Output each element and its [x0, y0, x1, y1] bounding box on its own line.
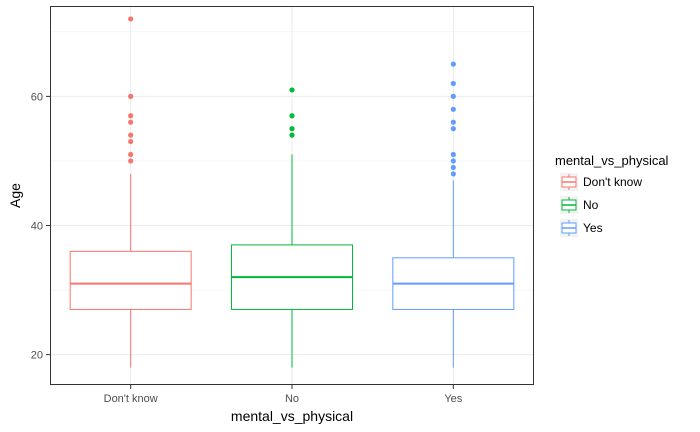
legend-label: Don't know	[583, 175, 642, 189]
outlier-point	[128, 94, 133, 99]
outlier-point	[451, 158, 456, 163]
x-axis-title: mental_vs_physical	[231, 408, 353, 424]
outlier-point	[451, 94, 456, 99]
y-tick-label: 60	[31, 91, 43, 103]
legend-label: Yes	[583, 221, 603, 235]
outlier-point	[128, 158, 133, 163]
outlier-point	[128, 139, 133, 144]
outlier-point	[128, 133, 133, 138]
legend-title: mental_vs_physical	[555, 153, 669, 168]
legend-label: No	[583, 198, 599, 212]
legend-key	[560, 173, 578, 191]
legend: mental_vs_physical Don't know No Yes	[555, 153, 669, 237]
y-axis-title: Age	[7, 183, 23, 208]
outlier-point	[451, 171, 456, 176]
x-tick-label: Don't know	[104, 393, 158, 405]
legend-key	[560, 219, 578, 237]
x-tick-label: Yes	[444, 393, 462, 405]
y-tick-label: 20	[31, 350, 43, 362]
outlier-point	[451, 120, 456, 125]
outlier-point	[128, 113, 133, 118]
outlier-point	[128, 152, 133, 157]
outlier-point	[128, 16, 133, 21]
x-tick-label: No	[285, 393, 299, 405]
legend-key	[560, 196, 578, 214]
outlier-point	[289, 126, 294, 131]
outlier-point	[289, 87, 294, 92]
outlier-point	[451, 126, 456, 131]
y-tick-label: 40	[31, 221, 43, 233]
outlier-point	[451, 81, 456, 86]
outlier-point	[451, 62, 456, 67]
box-iqr	[70, 251, 191, 309]
outlier-point	[128, 120, 133, 125]
outlier-point	[289, 113, 294, 118]
outlier-point	[451, 165, 456, 170]
outlier-point	[289, 133, 294, 138]
outlier-point	[451, 152, 456, 157]
outlier-point	[451, 107, 456, 112]
